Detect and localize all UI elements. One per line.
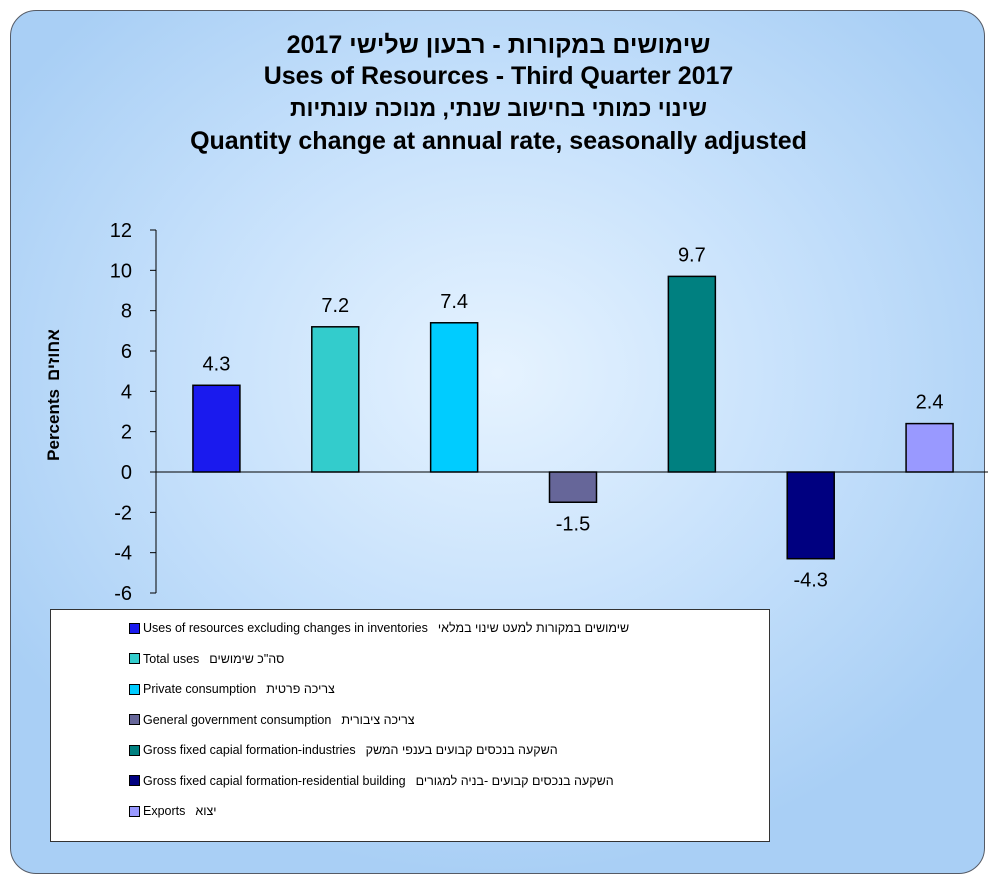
- bar: [192, 384, 241, 473]
- legend-label-hebrew: סה"כ שימושים: [209, 651, 285, 666]
- legend-label-hebrew: השקעה בנכסים קבועים בענפי המשק: [365, 743, 558, 757]
- legend-item: Gross fixed capial formation-industries ה…: [129, 742, 558, 758]
- bar: [667, 275, 717, 473]
- legend-label-english: Total uses: [143, 651, 200, 666]
- legend-swatch: [129, 775, 140, 786]
- legend-swatch: [129, 714, 140, 725]
- legend-label-english: Gross fixed capial formation-industries: [143, 743, 356, 757]
- chart-title-hebrew: שימושים במקורות - רבעון שלישי 2017: [286, 31, 711, 59]
- data-label: 7.4: [440, 291, 468, 313]
- y-tick-label: 8: [121, 301, 132, 323]
- legend-swatch: [129, 622, 140, 634]
- legend-swatch: [129, 805, 140, 817]
- legend-item: Private consumption צריכה פרטית: [129, 681, 335, 697]
- bar: [311, 326, 360, 473]
- data-label: 4.3: [203, 353, 231, 375]
- legend-label-english: General government consumption: [143, 712, 332, 727]
- legend: Uses of resources excluding changes in i…: [50, 609, 770, 842]
- chart-subtitle: Quantity change at annual rate, seasonal…: [190, 127, 807, 155]
- legend-swatch: [129, 683, 140, 695]
- legend-label-hebrew: צריכה ציבורית: [341, 712, 415, 727]
- y-tick-label: 6: [121, 341, 132, 363]
- y-tick-label: -2: [114, 502, 132, 524]
- y-tick-label: -4: [114, 543, 132, 565]
- data-label: -4.3: [793, 570, 827, 592]
- y-tick-label: 12: [110, 220, 132, 242]
- bar: [786, 471, 835, 560]
- plot-area: -6 -4 -2 0 2 4 6 8 10 12 4.3 7.2 7.4 -1.5 9.7 -4.3 2.4: [110, 220, 988, 605]
- legend-label-english: Gross fixed capial formation-residential…: [143, 773, 406, 788]
- legend-label-english: Exports: [143, 804, 186, 818]
- chart-subtitle-hebrew: שינוי כמותי בחישוב שנתי, מנוכה עונתיות: [289, 95, 708, 121]
- chart-titles: שימושים במקורות - רבעון שלישי 2017 Uses …: [0, 30, 997, 159]
- y-tick-label: 4: [121, 381, 132, 403]
- legend-item: Uses of resources excluding changes in i…: [129, 620, 629, 636]
- legend-swatch: [129, 744, 140, 756]
- data-label: -1.5: [556, 513, 590, 535]
- chart-title: Uses of Resources - Third Quarter 2017: [263, 62, 734, 90]
- legend-label-hebrew: צריכה פרטית: [266, 682, 335, 696]
- legend-swatch: [129, 653, 140, 664]
- legend-label-hebrew: השקעה בנכסים קבועים -בניה למגורים: [415, 773, 614, 788]
- bar: [429, 322, 479, 473]
- legend-item: General government consumption צריכה ציבו…: [129, 712, 415, 728]
- legend-label-hebrew: יצוא: [195, 804, 217, 818]
- legend-item: Total uses סה"כ שימושים: [129, 651, 284, 667]
- y-tick-label: 2: [121, 422, 132, 444]
- y-tick-label: 0: [121, 462, 132, 484]
- bar: [548, 471, 598, 503]
- legend-item: Exports יצוא: [129, 803, 217, 819]
- legend-item: Gross fixed capial formation-residential…: [129, 773, 614, 789]
- legend-label-hebrew: שימושים במקורות למעט שינוי במלאי: [437, 621, 630, 635]
- y-tick-label: 10: [110, 260, 132, 282]
- data-label: 7.2: [321, 295, 349, 317]
- data-label: 9.7: [678, 244, 706, 266]
- legend-label-english: Private consumption: [143, 682, 257, 696]
- y-tick-label: -6: [114, 583, 132, 605]
- data-label: 2.4: [916, 392, 944, 414]
- bar: [905, 422, 954, 473]
- legend-label-english: Uses of resources excluding changes in i…: [143, 621, 428, 635]
